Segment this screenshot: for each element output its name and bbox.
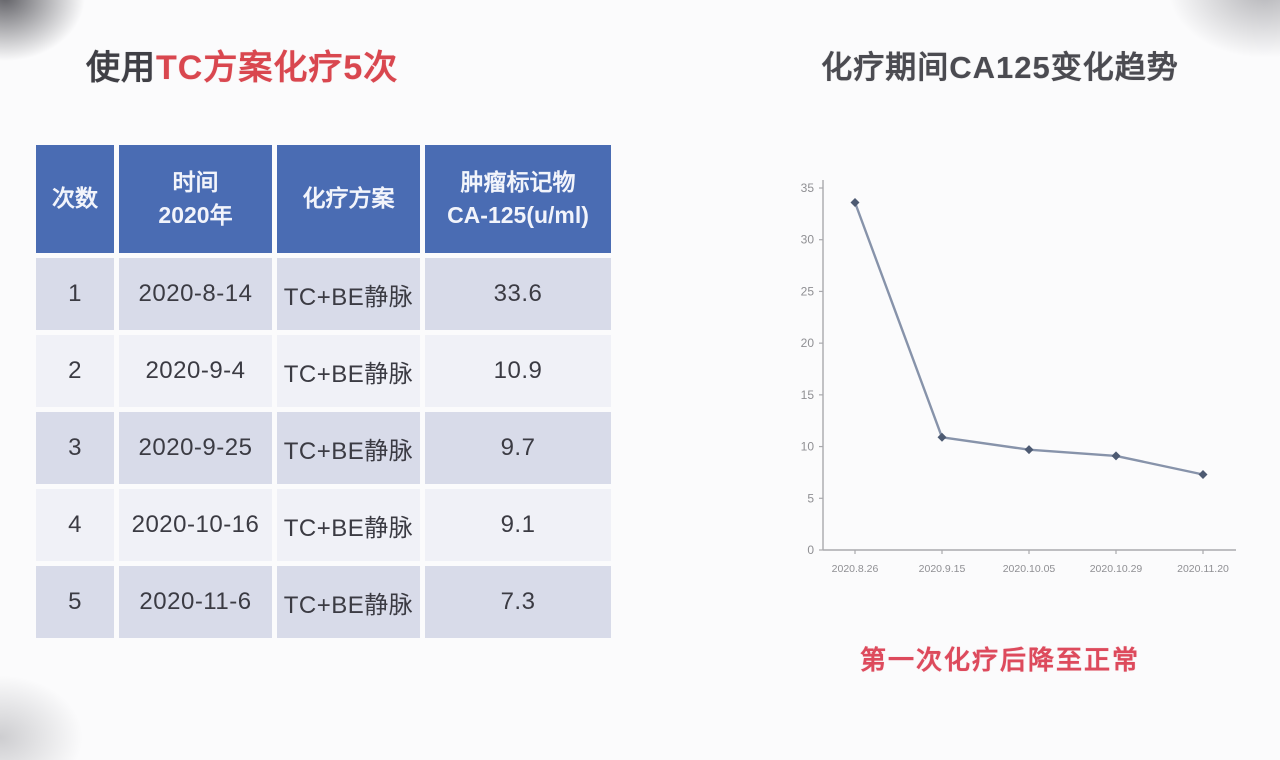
table-cell: 1 (36, 258, 114, 330)
left-title-prefix: 使用 (86, 49, 156, 87)
chart-title: 化疗期间CA125变化趋势 (821, 50, 1179, 85)
svg-text:15: 15 (801, 388, 815, 402)
ca125-line-chart: 0 5 10 15 20 25 30 35 2020.8.26 2020.9.15 2020.10.… (801, 180, 1236, 575)
table-cell: 2 (36, 335, 114, 407)
left-title-highlight: TC方案化疗5次 (156, 49, 399, 87)
svg-text:2020.10.29: 2020.10.29 (1090, 563, 1143, 575)
table-cell: 2020-8-14 (119, 258, 272, 330)
left-section-title: 使用TC方案化疗5次 (86, 40, 398, 89)
svg-text:5: 5 (807, 491, 814, 505)
table-cell: 2020-9-4 (119, 335, 272, 407)
chart-area: 0 5 10 15 20 25 30 35 2020.8.26 2020.9.15 2020.10.… (778, 160, 1250, 612)
photo-vignette-top-left (0, 0, 96, 70)
table-cell: 9.7 (425, 412, 611, 484)
svg-text:25: 25 (801, 284, 815, 298)
svg-text:30: 30 (801, 233, 815, 247)
table-cell: TC+BE静脉 (277, 258, 420, 330)
table-cell: 3 (36, 412, 114, 484)
table-cell: TC+BE静脉 (277, 489, 420, 561)
chemotherapy-table: 次数 时间 2020年 化疗方案 肿瘤标记物 CA-125(u/ml) 1 2020-8-14… (36, 145, 611, 638)
table-cell: 4 (36, 489, 114, 561)
table-header-cell: 时间 2020年 (119, 145, 272, 253)
table-cell: 5 (36, 566, 114, 638)
svg-text:0: 0 (807, 543, 814, 557)
table-cell: TC+BE静脉 (277, 566, 420, 638)
svg-text:2020.8.26: 2020.8.26 (832, 563, 879, 575)
table-header-cell: 肿瘤标记物 CA-125(u/ml) (425, 145, 611, 253)
svg-text:10: 10 (801, 440, 815, 454)
photo-vignette-bottom-left (0, 670, 90, 760)
table-header-cell: 化疗方案 (277, 145, 420, 253)
table-cell: 2020-10-16 (119, 489, 272, 561)
table-cell: 10.9 (425, 335, 611, 407)
table-cell: 33.6 (425, 258, 611, 330)
table-cell: 9.1 (425, 489, 611, 561)
table-cell: TC+BE静脉 (277, 335, 420, 407)
table-cell: 7.3 (425, 566, 611, 638)
table-header-cell: 次数 (36, 145, 114, 253)
table-cell: TC+BE静脉 (277, 412, 420, 484)
table-cell: 2020-9-25 (119, 412, 272, 484)
svg-text:2020.10.05: 2020.10.05 (1003, 563, 1056, 575)
chart-caption: 第一次化疗后降至正常 (859, 645, 1140, 675)
svg-text:20: 20 (801, 336, 815, 350)
svg-text:35: 35 (801, 181, 815, 195)
svg-text:2020.9.15: 2020.9.15 (919, 563, 966, 575)
table-cell: 2020-11-6 (119, 566, 272, 638)
svg-text:2020.11.20: 2020.11.20 (1177, 563, 1229, 575)
